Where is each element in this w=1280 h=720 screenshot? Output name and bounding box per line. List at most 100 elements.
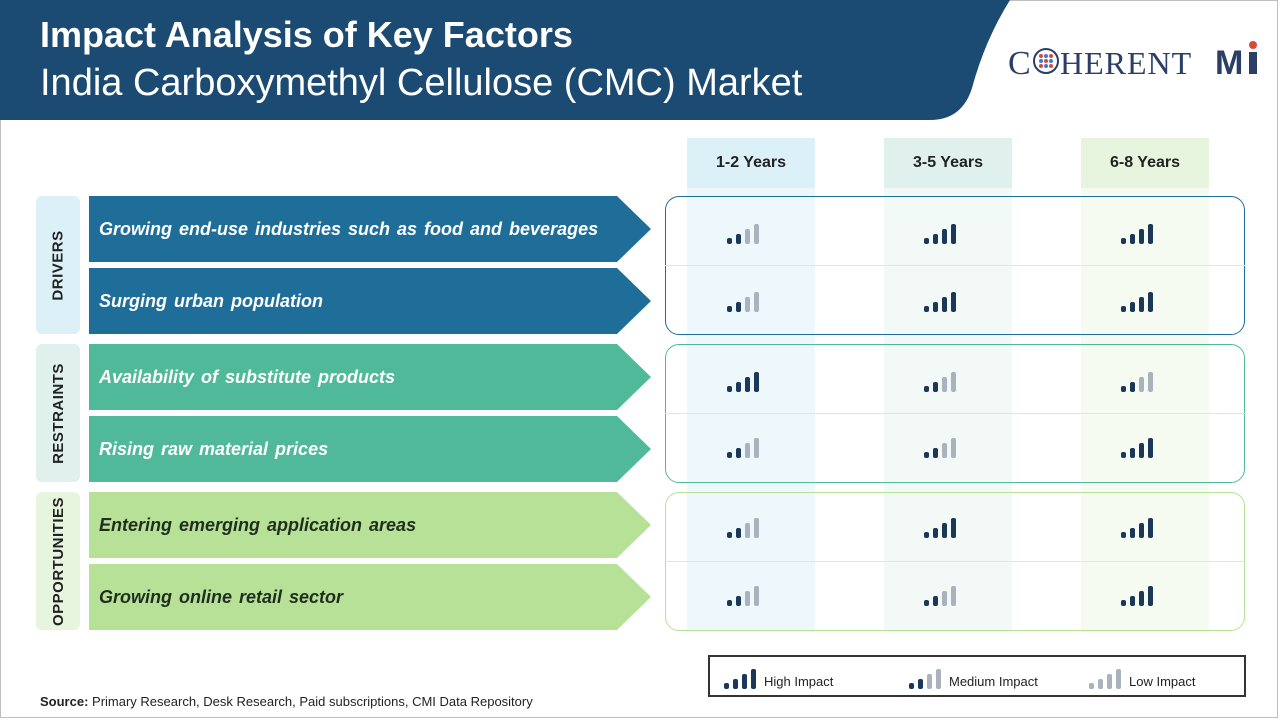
impact-bar bbox=[736, 382, 741, 392]
medium-impact-icon bbox=[727, 514, 767, 538]
impact-bar bbox=[754, 586, 759, 606]
column-header-1-2-years: 1-2 Years bbox=[687, 138, 815, 188]
impact-bar bbox=[1121, 386, 1126, 392]
medium-impact-icon bbox=[727, 220, 767, 244]
source-label: Source: bbox=[40, 694, 89, 709]
impact-bar bbox=[1148, 518, 1153, 538]
header-band bbox=[0, 0, 1010, 120]
impact-bar bbox=[924, 532, 929, 538]
impact-bar bbox=[942, 229, 947, 244]
restraint-factor-text: Rising raw material prices bbox=[99, 438, 329, 459]
impact-bar bbox=[1130, 528, 1135, 538]
opportunities-label-tab: OPPORTUNITIES bbox=[36, 492, 80, 630]
impact-bar bbox=[951, 372, 956, 392]
impact-bar bbox=[742, 674, 747, 689]
drivers-label-tab: DRIVERS bbox=[36, 196, 80, 334]
impact-bar bbox=[942, 523, 947, 538]
medium-impact-icon bbox=[727, 288, 767, 312]
impact-bar bbox=[1148, 224, 1153, 244]
impact-bar bbox=[942, 377, 947, 392]
impact-bar bbox=[745, 523, 750, 538]
driver-factor-arrow: Growing end-use industries such as food … bbox=[89, 196, 651, 262]
impact-bar bbox=[933, 528, 938, 538]
impact-bar bbox=[927, 674, 932, 689]
row-separator bbox=[665, 265, 1245, 266]
impact-bar bbox=[942, 591, 947, 606]
impact-bar bbox=[727, 452, 732, 458]
impact-bar bbox=[745, 297, 750, 312]
impact-bar bbox=[933, 448, 938, 458]
medium-impact-icon bbox=[727, 582, 767, 606]
row-separator bbox=[665, 413, 1245, 414]
column-band-1-2-years bbox=[687, 188, 815, 632]
legend-label-medium: Medium Impact bbox=[949, 674, 1038, 689]
impact-bar bbox=[745, 229, 750, 244]
impact-bar bbox=[724, 683, 729, 689]
impact-bar bbox=[754, 518, 759, 538]
high-impact-icon bbox=[1121, 434, 1161, 458]
svg-text:C: C bbox=[1008, 45, 1031, 82]
impact-bar bbox=[1139, 443, 1144, 458]
row-separator bbox=[665, 561, 1245, 562]
impact-bar bbox=[1139, 591, 1144, 606]
impact-bar bbox=[924, 600, 929, 606]
impact-bar bbox=[1130, 448, 1135, 458]
impact-bar bbox=[745, 591, 750, 606]
impact-bar bbox=[933, 234, 938, 244]
impact-bar bbox=[1139, 229, 1144, 244]
impact-bar bbox=[1148, 438, 1153, 458]
impact-bar bbox=[1130, 596, 1135, 606]
source-note: Source: Primary Research, Desk Research,… bbox=[40, 694, 533, 709]
impact-bar bbox=[1130, 234, 1135, 244]
impact-bar bbox=[736, 528, 741, 538]
impact-bar bbox=[1139, 297, 1144, 312]
impact-bar bbox=[736, 448, 741, 458]
high-impact-icon bbox=[1121, 220, 1161, 244]
opportunities-label: OPPORTUNITIES bbox=[49, 496, 67, 626]
impact-bar bbox=[1107, 674, 1112, 689]
driver-factor-text: Growing end-use industries such as food … bbox=[99, 218, 599, 239]
legend-item-medium: Medium Impact bbox=[909, 667, 1038, 689]
page-title: Impact Analysis of Key Factors bbox=[40, 14, 573, 55]
legend-item-low: Low Impact bbox=[1089, 667, 1195, 689]
impact-bar bbox=[942, 443, 947, 458]
restraints-label-tab: RESTRAINTS bbox=[36, 344, 80, 482]
impact-bar bbox=[951, 586, 956, 606]
medium-impact-icon bbox=[924, 368, 964, 392]
impact-bar bbox=[1148, 292, 1153, 312]
impact-bar bbox=[727, 386, 732, 392]
high-impact-icon bbox=[924, 514, 964, 538]
high-impact-icon bbox=[1121, 582, 1161, 606]
impact-bar bbox=[1121, 306, 1126, 312]
impact-bar bbox=[933, 302, 938, 312]
impact-bar bbox=[924, 452, 929, 458]
impact-bar bbox=[1148, 586, 1153, 606]
impact-bar bbox=[754, 372, 759, 392]
high-impact-icon bbox=[1121, 514, 1161, 538]
high-impact-icon bbox=[1121, 288, 1161, 312]
impact-bar bbox=[754, 438, 759, 458]
medium-impact-icon bbox=[924, 582, 964, 606]
medium-impact-icon bbox=[727, 434, 767, 458]
high-impact-icon bbox=[924, 220, 964, 244]
impact-bar bbox=[1121, 452, 1126, 458]
high-impact-icon bbox=[924, 288, 964, 312]
impact-bar bbox=[1116, 669, 1121, 689]
impact-bar bbox=[754, 292, 759, 312]
impact-bar bbox=[933, 382, 938, 392]
impact-bar bbox=[951, 518, 956, 538]
impact-bar bbox=[736, 596, 741, 606]
medium-impact-icon bbox=[1121, 368, 1161, 392]
legend-label-low: Low Impact bbox=[1129, 674, 1196, 689]
opportunity-factor-arrow: Entering emerging application areas bbox=[89, 492, 651, 558]
impact-bar bbox=[727, 306, 732, 312]
restraints-label: RESTRAINTS bbox=[49, 362, 67, 464]
impact-bar bbox=[727, 600, 732, 606]
driver-factor-arrow: Surging urban population bbox=[89, 268, 651, 334]
impact-bar bbox=[924, 386, 929, 392]
impact-bar bbox=[1148, 372, 1153, 392]
impact-bar bbox=[736, 302, 741, 312]
impact-bar bbox=[1098, 679, 1103, 689]
drivers-label: DRIVERS bbox=[49, 229, 67, 301]
impact-bar bbox=[754, 224, 759, 244]
